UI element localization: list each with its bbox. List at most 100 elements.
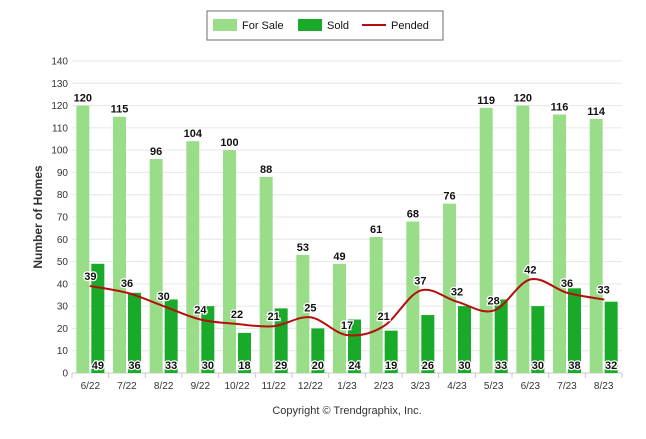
x-tick-label: 5/23 bbox=[484, 381, 504, 392]
pended-point bbox=[89, 285, 92, 287]
label-pended: 37 bbox=[414, 276, 426, 288]
y-tick-label: 60 bbox=[57, 235, 69, 246]
label-pended: 21 bbox=[378, 311, 390, 323]
y-tick-label: 0 bbox=[62, 369, 68, 380]
pended-point bbox=[126, 291, 128, 294]
y-tick-label: 120 bbox=[51, 101, 68, 112]
pended-point bbox=[419, 289, 422, 292]
label-pended: 17 bbox=[341, 320, 353, 332]
bar-sold bbox=[128, 292, 141, 373]
x-tick-label: 8/22 bbox=[154, 381, 174, 392]
bar-for-sale bbox=[589, 118, 603, 373]
pended-point bbox=[162, 305, 165, 307]
label-pended: 21 bbox=[268, 311, 280, 323]
bar-for-sale bbox=[186, 141, 200, 373]
bar-sold bbox=[201, 306, 215, 373]
label-pended: 28 bbox=[488, 296, 500, 308]
credit-text: Copyright © Trendgraphix, Inc. bbox=[272, 405, 421, 417]
x-tick-label: 2/23 bbox=[374, 381, 394, 392]
label-for-sale: 76 bbox=[443, 191, 455, 203]
bar-for-sale bbox=[553, 114, 566, 373]
y-tick-label: 40 bbox=[57, 279, 69, 290]
label-pended: 33 bbox=[598, 284, 610, 296]
bar-for-sale bbox=[369, 237, 383, 373]
bar-for-sale bbox=[259, 176, 273, 373]
label-for-sale: 100 bbox=[220, 137, 238, 149]
label-pended: 36 bbox=[561, 278, 573, 290]
pended-point bbox=[529, 278, 532, 281]
label-sold: 24 bbox=[348, 360, 361, 372]
y-tick-label: 110 bbox=[52, 123, 68, 134]
pended-point bbox=[492, 309, 495, 312]
label-for-sale: 96 bbox=[150, 146, 162, 158]
label-for-sale: 61 bbox=[370, 224, 382, 236]
bar-sold bbox=[384, 330, 398, 373]
y-axis-title: Number of Homes bbox=[31, 165, 45, 269]
x-tick-label: 7/23 bbox=[557, 381, 577, 392]
y-tick-label: 50 bbox=[57, 257, 69, 268]
label-pended: 42 bbox=[524, 264, 536, 276]
y-tick-label: 10 bbox=[57, 346, 69, 357]
y-tick-label: 20 bbox=[57, 324, 69, 335]
bar-for-sale bbox=[443, 203, 456, 373]
legend-label-for-sale: For Sale bbox=[242, 20, 284, 32]
pended-point bbox=[272, 325, 275, 328]
bar-sold bbox=[164, 299, 178, 373]
label-pended: 36 bbox=[121, 278, 133, 290]
bar-sold bbox=[238, 332, 251, 373]
legend-swatch-sold bbox=[298, 19, 322, 31]
label-sold: 29 bbox=[275, 360, 287, 372]
label-sold: 38 bbox=[568, 360, 580, 372]
legend-label-pended: Pended bbox=[391, 20, 429, 32]
label-pended: 32 bbox=[451, 287, 463, 299]
bar-sold bbox=[458, 306, 471, 373]
label-pended: 39 bbox=[84, 271, 96, 283]
label-for-sale: 68 bbox=[407, 208, 419, 220]
legend-swatch-for-sale bbox=[213, 19, 237, 31]
label-for-sale: 116 bbox=[551, 101, 569, 113]
label-for-sale: 49 bbox=[333, 251, 345, 263]
x-tick-label: 6/23 bbox=[521, 381, 541, 392]
label-for-sale: 119 bbox=[477, 95, 495, 107]
x-tick-label: 9/22 bbox=[191, 381, 211, 392]
x-tick-label: 6/22 bbox=[81, 381, 101, 392]
y-tick-label: 100 bbox=[51, 146, 68, 157]
pended-point bbox=[566, 291, 568, 294]
y-tick-label: 140 bbox=[51, 57, 68, 68]
pended-point bbox=[236, 323, 238, 325]
label-sold: 49 bbox=[92, 360, 104, 372]
legend-label-sold: Sold bbox=[327, 20, 349, 32]
label-pended: 22 bbox=[231, 309, 243, 321]
label-sold: 26 bbox=[422, 360, 434, 372]
label-for-sale: 120 bbox=[74, 93, 92, 105]
pended-point bbox=[346, 334, 348, 336]
bar-for-sale bbox=[223, 150, 236, 373]
label-for-sale: 88 bbox=[260, 164, 272, 176]
label-for-sale: 104 bbox=[184, 128, 203, 140]
bar-for-sale bbox=[113, 116, 126, 373]
label-pended: 30 bbox=[158, 291, 170, 303]
x-tick-label: 8/23 bbox=[594, 381, 614, 392]
x-tick-label: 3/23 bbox=[411, 381, 431, 392]
bar-sold bbox=[531, 306, 545, 373]
y-tick-label: 80 bbox=[57, 190, 69, 201]
bar-sold bbox=[311, 328, 325, 373]
pended-point bbox=[456, 300, 458, 303]
label-pended: 24 bbox=[194, 305, 207, 317]
x-tick-label: 12/22 bbox=[298, 381, 323, 392]
y-tick-label: 70 bbox=[57, 213, 69, 224]
bar-for-sale bbox=[149, 159, 163, 373]
bar-sold bbox=[494, 299, 508, 373]
pended-point bbox=[602, 298, 605, 301]
label-sold: 30 bbox=[532, 360, 544, 372]
label-sold: 32 bbox=[605, 360, 617, 372]
x-tick-label: 4/23 bbox=[447, 381, 467, 392]
label-sold: 36 bbox=[128, 360, 140, 372]
bar-sold bbox=[604, 301, 618, 373]
x-tick-label: 1/23 bbox=[337, 381, 357, 392]
label-for-sale: 115 bbox=[111, 104, 129, 116]
bar-for-sale bbox=[76, 105, 90, 374]
pended-point bbox=[309, 316, 312, 319]
